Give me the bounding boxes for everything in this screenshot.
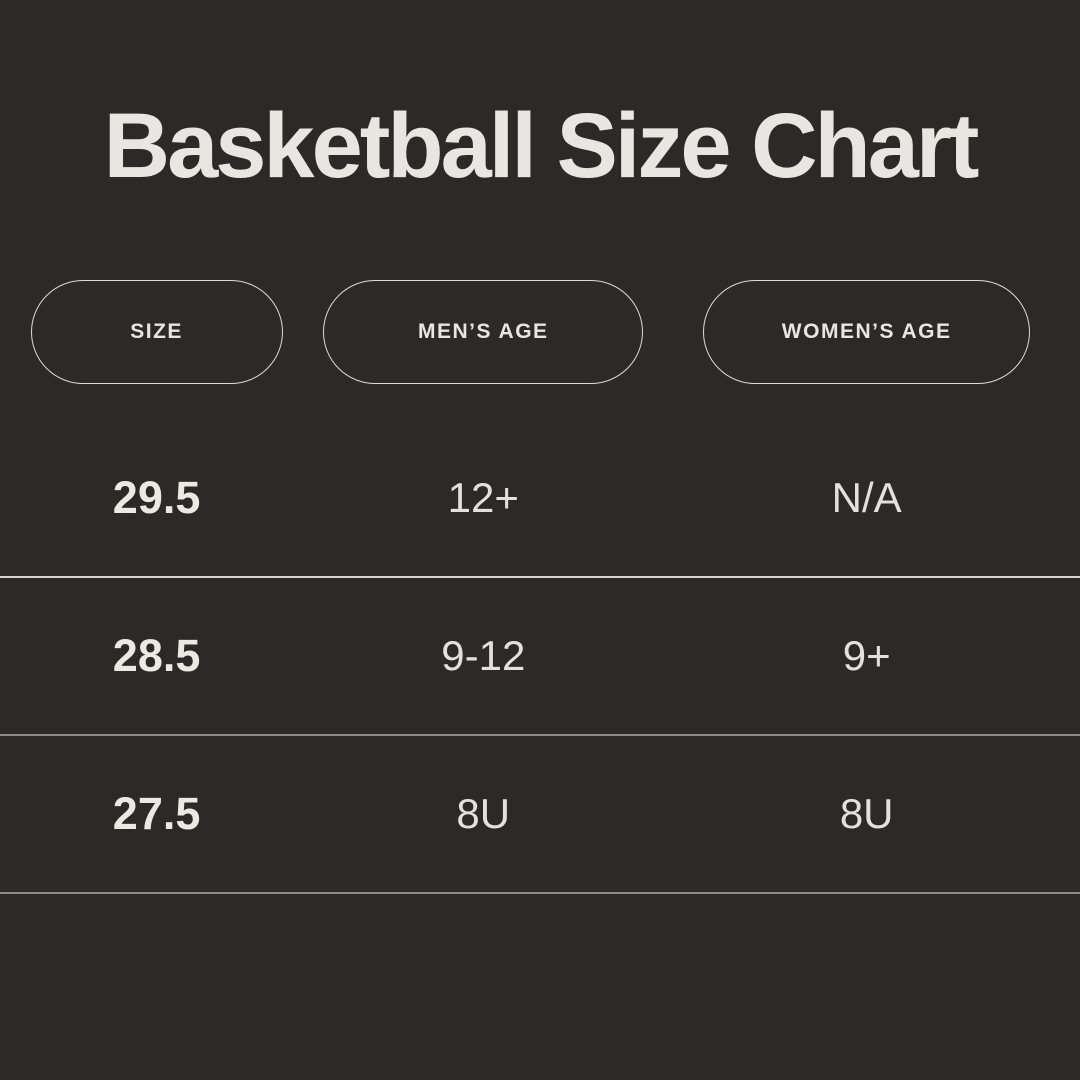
size-value: 28.5 [112, 630, 201, 681]
column-header-pill-size: SIZE [30, 280, 283, 384]
womens-age-value: 8U [839, 790, 894, 837]
table-row: 28.5 9-12 9+ [0, 578, 1080, 736]
column-header-cell-mens-age: MEN’S AGE [313, 280, 653, 384]
size-table: 29.5 12+ N/A 28.5 9-12 9+ 27.5 8U 8U [0, 420, 1080, 894]
column-header-pill-womens-age: WOMEN’S AGE [703, 280, 1031, 384]
table-row: 29.5 12+ N/A [0, 420, 1080, 578]
column-header-label-womens-age: WOMEN’S AGE [781, 320, 952, 343]
column-header-label-size: SIZE [130, 320, 183, 343]
mens-age-value: 9-12 [441, 632, 526, 679]
column-header-label-mens-age: MEN’S AGE [417, 320, 549, 343]
womens-age-value: N/A [831, 474, 902, 521]
table-row: 27.5 8U 8U [0, 736, 1080, 894]
size-value: 27.5 [112, 788, 201, 839]
size-value: 29.5 [112, 472, 201, 523]
womens-age-value: 9+ [842, 632, 891, 679]
mens-age-value: 12+ [447, 474, 519, 521]
column-header-cell-womens-age: WOMEN’S AGE [653, 280, 1080, 384]
page-title: Basketball Size Chart [103, 95, 980, 197]
mens-age-value: 8U [456, 790, 511, 837]
column-header-pill-mens-age: MEN’S AGE [323, 280, 644, 384]
column-headers: SIZE MEN’S AGE WOMEN’S AGE [0, 280, 1080, 384]
column-header-cell-size: SIZE [0, 280, 313, 384]
